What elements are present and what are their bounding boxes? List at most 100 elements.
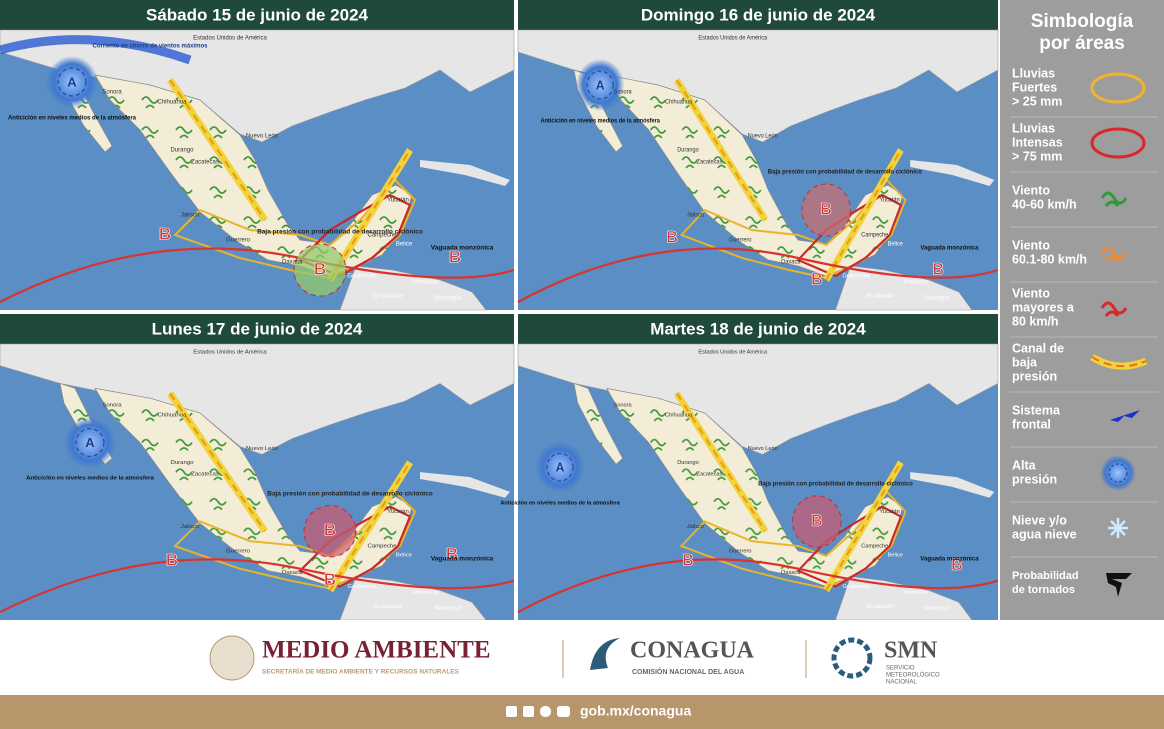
state-label: Zacatecas [191,472,219,478]
social-icon[interactable] [557,706,570,717]
low-symbol: B [951,556,963,574]
country-label: Nicaragua [924,295,950,301]
state-label: Jalisco [181,213,200,219]
state-label: Durango [677,460,698,466]
state-label: Jalisco [181,524,200,530]
country-label: Honduras [413,280,439,286]
state-label: Nuevo León [246,134,278,140]
trough-label: Vaguada monzónica [431,245,494,252]
legend-icon [1100,246,1128,262]
state-label: Yucatán [880,197,900,203]
country-label: Estados Unidos de América [698,349,767,355]
state-label: Oaxaca [282,260,303,266]
legend-label: Fuertes [1012,80,1057,94]
url[interactable]: gob.mx/conagua [580,703,691,719]
country-label: Belice [888,241,903,247]
usa [517,343,999,455]
state-label: Guerrero [729,548,751,554]
low-label: Baja presión con probabilidad de desarro… [768,169,922,176]
state-label: Oaxaca [282,570,303,576]
low-symbol: B [933,260,945,279]
panel-title: Sábado 15 de junio de 2024 [146,5,369,24]
country-label: Belice [396,242,413,248]
legend-icon [1090,127,1146,159]
legend-label: Lluvias [1012,121,1055,135]
country-label: Nicaragua [434,296,462,302]
central-america [339,265,487,311]
low-symbol: B [324,570,336,589]
state-label: Nuevo León [246,446,278,452]
legend-icon [1100,301,1128,317]
state-label: Yucatán [387,198,409,204]
country-label: Guatemala [842,273,870,279]
low-symbol: B [159,224,171,243]
country-label: Honduras [904,590,928,596]
trough-label: Vaguada monzónica [920,555,979,562]
panel: Sábado 15 de junio de 2024 Baja presión c… [0,0,515,311]
country-label: Belice [396,553,413,559]
legend-label: Viento [1012,286,1050,300]
cuba [910,160,995,186]
low-label: Baja presión con probabilidad de desarro… [257,229,423,236]
state-label: Yucatán [387,509,409,515]
heavy-rain-area [679,490,907,590]
conagua-logo [590,638,620,670]
country-label: El salvador [373,604,403,610]
high-glow [46,56,98,108]
country-label: Guatemala [347,584,377,590]
high-ring [57,67,87,97]
legend-label: presión [1012,369,1057,383]
map: Baja presión con probabilidad de desarro… [0,343,515,621]
legend-icon [1108,463,1128,483]
low-symbol: B [820,200,832,219]
legend-label: agua nieve [1012,527,1077,541]
state-label: Chihuahua [157,100,187,106]
state-label: Chihuahua [665,99,693,105]
high-symbol: A [85,435,94,450]
country-label: Nicaragua [434,606,462,612]
social-icon[interactable] [540,706,551,717]
legend-label: 60.1-80 km/h [1012,252,1087,266]
high-label: Anticiclón en niveles medios de la atmós… [8,116,137,122]
heavy-rain-area [173,490,417,590]
country-label: El salvador [866,293,894,299]
state-label: Campeche [861,544,888,550]
monsoon-trough [0,247,515,303]
low-symbol: B [811,511,823,529]
state-label: Guerrero [729,237,751,243]
intense-rain-area [298,193,412,278]
high-ring [586,70,614,100]
low-area [293,243,347,297]
high-ring [546,452,574,482]
state-label: Zacatecas [697,159,723,165]
state-label: Jalisco [687,212,704,218]
legend-label: Sistema [1012,403,1061,417]
low-symbol: B [324,521,336,540]
social-icon[interactable] [523,706,534,717]
state-label: Chihuahua [158,413,188,419]
trough-dash [169,392,411,591]
legend-bg [1000,0,1164,620]
state-label: Zacatecas [697,472,723,478]
jet-stream [0,35,192,65]
smn-sub: NACIONAL [886,680,917,686]
state-label: Campeche [368,544,398,550]
legend-icon [1100,191,1128,207]
country-label: Honduras [904,279,928,285]
smn-sub: METEOROLÓGICO [886,672,940,679]
map: Baja presión con probabilidad de desarro… [517,29,999,311]
heavy-rain-area [679,178,907,280]
social-icon[interactable] [506,706,517,717]
low-area [303,505,357,558]
low-symbol: B [666,228,678,247]
high-glow [535,441,585,493]
country-label: El salvador [866,604,894,610]
trough-label: Vaguada monzónica [920,245,979,252]
panel-title: Lunes 17 de junio de 2024 [152,319,363,338]
state-label: Sonora [102,90,122,96]
trough-dash [169,79,411,281]
trough-label: Vaguada monzónica [431,556,494,563]
high-symbol: A [596,78,605,92]
legend-title: Simbología [1031,11,1134,32]
legend-icon [1108,518,1128,538]
